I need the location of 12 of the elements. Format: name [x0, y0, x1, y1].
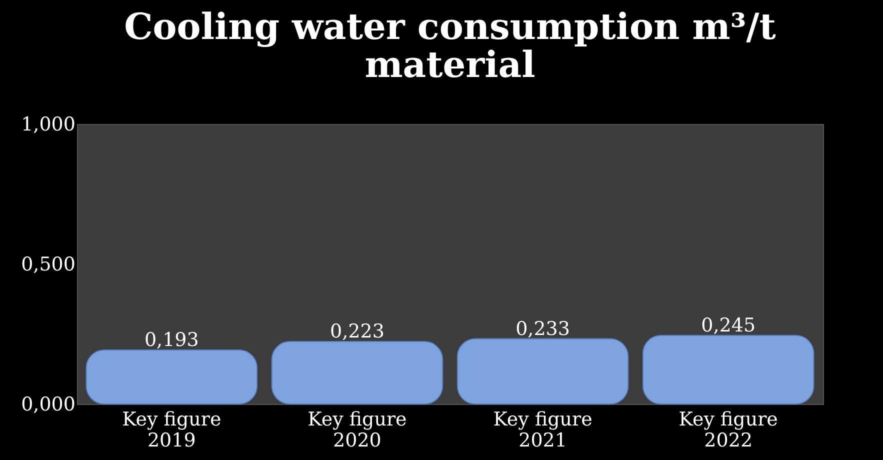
data-label: 0,223 — [330, 320, 384, 343]
data-label: 0,245 — [701, 314, 756, 336]
y-tick-label: 1,000 — [21, 114, 76, 136]
y-tick-label: 0,500 — [21, 254, 76, 276]
data-label: 0,193 — [144, 328, 199, 351]
y-tick-label: 0,000 — [21, 394, 76, 416]
x-tick-label: Key figure 2021 — [493, 408, 592, 452]
x-tick-label: Key figure 2019 — [122, 408, 222, 452]
data-label: 0,233 — [516, 318, 570, 340]
x-tick-label: Key figure 2020 — [308, 408, 407, 452]
chart-title: Cooling water consumption m³/t material — [124, 6, 776, 86]
x-tick-label: Key figure 2022 — [678, 408, 778, 452]
